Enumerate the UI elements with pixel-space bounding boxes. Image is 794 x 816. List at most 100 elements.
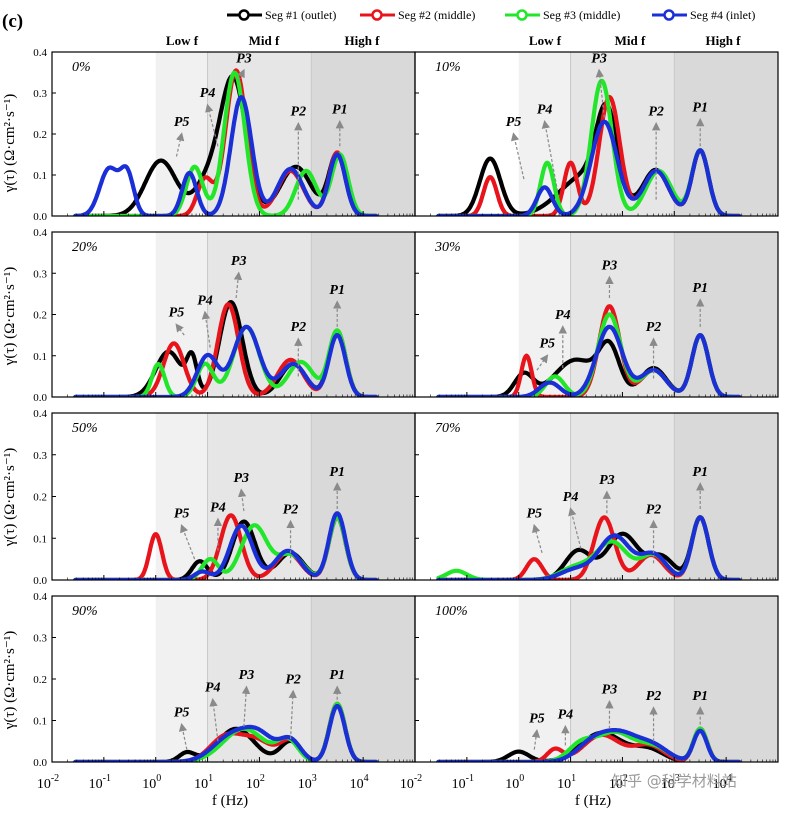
peak-label-p3: P3 (602, 683, 618, 698)
region-label-low-right: Low f (529, 33, 562, 48)
peak-label-p2: P2 (648, 105, 664, 120)
region-label-mid-right: Mid f (615, 33, 646, 48)
series-line-seg4 (73, 703, 379, 762)
series-line-seg4 (436, 119, 742, 216)
y-tick-label: 0.2 (33, 492, 47, 504)
legend-label-seg2: Seg #2 (middle) (398, 8, 475, 22)
y-tick-label: 0.4 (33, 47, 47, 59)
peak-label-p1: P1 (329, 283, 345, 298)
series-line-seg4 (436, 727, 742, 762)
region-low-f (155, 596, 208, 762)
y-tick-label: 0.2 (33, 129, 47, 141)
y-tick-label: 0.1 (33, 170, 47, 182)
y-axis-label-row3: γ(τ) (Ω·cm²·s⁻¹) (2, 448, 18, 548)
panel-10-percent: P5 P4 P3 P2 P1 10% (414, 51, 779, 217)
x-tick-label: 103 (298, 773, 317, 792)
x-tick-label: 10-1 (452, 773, 474, 792)
y-tick-label: 0.0 (33, 392, 47, 404)
x-tick-label: 104 (350, 773, 369, 792)
peak-label-p3: P3 (233, 471, 249, 486)
panel-label: 100% (435, 604, 468, 619)
panel-100-percent: P5 P4 P3 P2 P1 100% 10-2 10-1 100 101 102 103 104 (400, 595, 779, 792)
series-line-seg4 (73, 511, 379, 580)
legend-label-seg4: Seg #4 (inlet) (690, 8, 755, 22)
panel-50-percent: P5 P4 P3 P2 P1 50% 0.0 0.1 0.2 0.3 0.4 (33, 408, 416, 587)
panel-0-percent: P5 P4 P3 P2 P1 0% 0.0 0.1 0.2 0.3 0.4 (33, 47, 416, 223)
panel-label: 10% (435, 60, 461, 75)
peak-label-p2: P2 (646, 502, 662, 517)
x-tick-label: 104 (713, 773, 732, 792)
peak-label-p3: P3 (602, 258, 618, 273)
peak-label-p1: P1 (329, 465, 345, 480)
peak-arrow-p3 (237, 68, 245, 81)
peak-arrow-p4 (568, 507, 582, 549)
peak-arrow-p4 (205, 103, 219, 147)
legend-item-seg4: Seg #4 (inlet) (652, 8, 755, 22)
peak-label-p2: P2 (291, 320, 307, 335)
region-low-f (518, 596, 571, 762)
y-axis-label-row1: γ(τ) (Ω·cm²·s⁻¹) (2, 94, 18, 194)
panel-label: 70% (435, 421, 461, 436)
peak-label-p1: P1 (332, 103, 348, 118)
peak-label-p4: P4 (210, 500, 226, 515)
y-tick-label: 0.2 (33, 310, 47, 322)
peak-arrow-p4 (201, 310, 211, 348)
panel-label: 20% (72, 240, 98, 255)
region-high-f (674, 596, 778, 762)
peak-arrow-p2 (288, 689, 297, 740)
panel-label: 50% (72, 421, 98, 436)
y-tick-label: 0.3 (33, 633, 47, 645)
peak-label-p2: P2 (646, 320, 662, 335)
peak-label-p5: P5 (529, 712, 545, 727)
panel-label: 30% (434, 240, 461, 255)
peak-label-p4: P4 (200, 86, 216, 101)
series-line-seg4 (436, 324, 742, 397)
legend-label-seg3: Seg #3 (middle) (543, 8, 620, 22)
region-high-f (674, 52, 778, 216)
y-tick-label: 0.4 (33, 227, 47, 239)
peak-label-p3: P3 (239, 668, 255, 683)
region-low-f (518, 413, 571, 580)
x-tick-label: 101 (557, 773, 576, 792)
legend: Seg #1 (outlet) Seg #2 (middle) Seg #3 (… (227, 8, 755, 22)
peak-label-p3: P3 (599, 473, 615, 488)
y-tick-label: 0.1 (33, 533, 47, 545)
peak-arrow-p4 (209, 697, 219, 742)
region-label-high-left: High f (344, 33, 380, 48)
series-line-seg4 (73, 94, 379, 216)
peak-arrow-p3 (233, 271, 243, 299)
region-label-high-right: High f (705, 33, 741, 48)
series-line-seg4 (73, 324, 379, 397)
peak-label-p5: P5 (174, 706, 190, 721)
panel-label: 0% (72, 60, 91, 75)
x-tick-label: 10-1 (89, 773, 111, 792)
peak-label-p2: P2 (285, 672, 301, 687)
peak-arrow-p5 (180, 523, 196, 560)
peak-label-p4: P4 (563, 490, 579, 505)
region-high-f (311, 232, 415, 397)
panel-70-percent: P5 P4 P3 P2 P1 70% (414, 412, 779, 581)
peak-label-p5: P5 (174, 507, 190, 522)
peak-arrow-p3 (237, 488, 247, 512)
panel-label: 90% (72, 604, 98, 619)
y-axis-label-row4: γ(τ) (Ω·cm²·s⁻¹) (2, 631, 18, 731)
peak-label-p3: P3 (236, 51, 252, 66)
peak-label-p4: P4 (558, 708, 574, 723)
x-tick-label: 102 (609, 773, 628, 792)
y-tick-label: 0.0 (33, 757, 47, 769)
peak-arrow-p5 (536, 354, 549, 371)
peak-label-p2: P2 (291, 105, 307, 120)
legend-item-seg3: Seg #3 (middle) (505, 8, 620, 22)
peak-label-p1: P1 (329, 668, 345, 683)
y-tick-label: 0.3 (33, 88, 47, 100)
peak-arrow-p4 (541, 119, 559, 192)
y-tick-label: 0.4 (33, 408, 47, 420)
peak-label-p4: P4 (555, 308, 571, 323)
region-low-f (155, 413, 208, 580)
peak-arrow-p5 (175, 132, 185, 157)
peak-label-p1: P1 (692, 101, 708, 116)
x-tick-label: 100 (142, 773, 161, 792)
peak-label-p5: P5 (506, 115, 522, 130)
peak-label-p4: P4 (197, 293, 213, 308)
legend-item-seg1: Seg #1 (outlet) (227, 8, 336, 22)
